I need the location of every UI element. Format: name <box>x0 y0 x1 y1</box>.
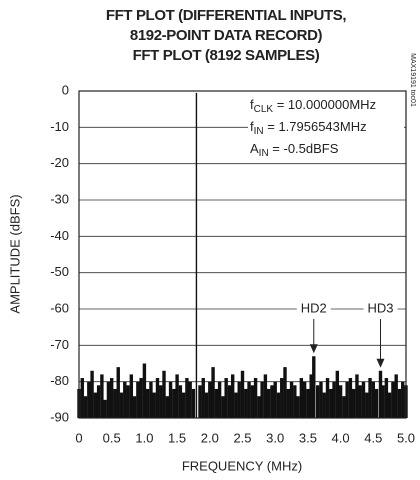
y-tick-label: -30 <box>50 191 69 206</box>
chart-title: FFT PLOT (DIFFERENTIAL INPUTS, <box>106 7 346 24</box>
y-axis-title: AMPLITUDE (dBFS) <box>7 194 22 313</box>
annotation-text: f <box>250 97 254 112</box>
y-tick-label: -80 <box>50 373 69 388</box>
y-tick-label: -20 <box>50 155 69 170</box>
annotation-sub: IN <box>259 148 269 159</box>
y-tick-label: -50 <box>50 264 69 279</box>
annotation-text: f <box>250 119 254 134</box>
x-tick-label: 3.0 <box>266 430 284 445</box>
harmonic-label-bg <box>363 300 398 318</box>
annotation-text: = 10.000000MHz <box>273 97 376 112</box>
plot-frame <box>78 90 407 419</box>
annotation-sub: CLK <box>254 104 274 115</box>
annotation-bg <box>248 141 404 160</box>
y-tick-label: -90 <box>50 409 69 424</box>
annotation-text: = -0.5dBFS <box>269 141 339 156</box>
annotation-text: = 1.7956543MHz <box>264 119 367 134</box>
annotation-text: A <box>250 141 259 156</box>
side-note: MAX19191 toc01 <box>409 53 416 107</box>
y-tick-label: -10 <box>50 119 69 134</box>
x-tick-label: 3.5 <box>299 430 317 445</box>
x-tick-label: 1.5 <box>168 430 186 445</box>
harmonic-arrowhead <box>309 344 318 354</box>
annotation: fCLK = 10.000000MHz <box>250 97 376 114</box>
annotation: fIN = 1.7956543MHz <box>250 119 367 136</box>
x-tick-label: 1.0 <box>135 430 153 445</box>
y-tick-label: -60 <box>50 300 69 315</box>
x-tick-label: 2.0 <box>201 430 219 445</box>
x-tick-label: 0.5 <box>103 430 121 445</box>
harmonic-arrowhead <box>376 358 385 368</box>
x-tick-label: 5.0 <box>397 430 415 445</box>
x-tick-label: 4.5 <box>364 430 382 445</box>
x-axis-title: FREQUENCY (MHz) <box>182 458 302 473</box>
x-tick-label: 2.5 <box>233 430 251 445</box>
annotation-sub: IN <box>254 126 264 137</box>
annotation-bg <box>248 119 404 138</box>
harmonic-label-bg <box>296 300 331 318</box>
annotation-bg <box>248 97 404 116</box>
chart-title: 8192-POINT DATA RECORD) <box>130 27 323 44</box>
x-tick-label: 4.0 <box>332 430 350 445</box>
chart-title: FFT PLOT (8192 SAMPLES) <box>133 47 320 64</box>
x-tick-label: 0 <box>75 430 82 445</box>
harmonic-label: HD2 <box>301 300 327 315</box>
annotation: AIN = -0.5dBFS <box>250 141 339 158</box>
y-tick-label: -70 <box>50 337 69 352</box>
y-tick-label: -40 <box>50 228 69 243</box>
harmonic-label: HD3 <box>367 300 393 315</box>
y-tick-label: 0 <box>62 82 69 97</box>
